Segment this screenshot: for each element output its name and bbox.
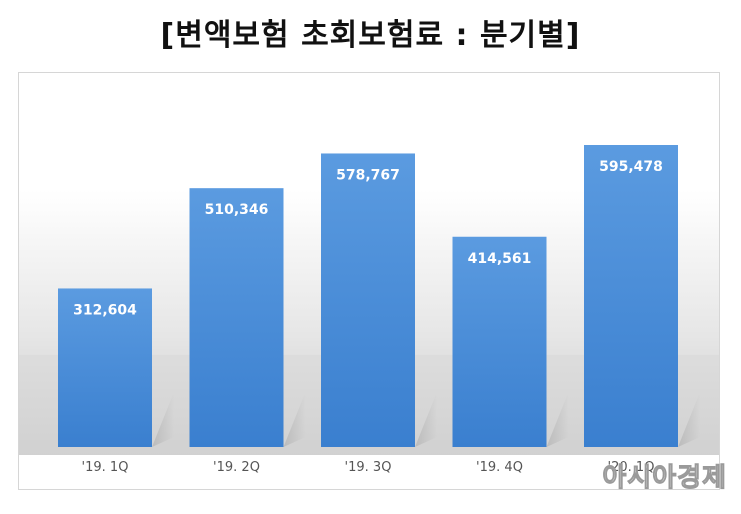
bar-shadow [678,392,700,447]
data-label: 312,604 [73,302,137,318]
category-label: '19. 2Q [213,460,260,475]
watermark-logo: 아시아경제 [602,463,727,494]
category-label: '20. 1Q [608,460,655,475]
chart-title: [변액보험 초회보험료 : 분기별] [160,18,581,53]
bar-shadow [283,392,306,447]
bar [189,188,284,447]
bar [584,145,678,447]
data-label: 578,767 [336,167,400,183]
data-label: 414,561 [468,251,532,267]
bar-shadow [546,392,569,447]
category-label: '19. 4Q [476,460,523,475]
data-label: 510,346 [205,202,269,218]
bar-shadow [415,392,437,447]
bar [321,153,415,447]
bar [58,288,152,447]
data-label: 595,478 [599,159,663,175]
category-label: '19. 3Q [345,460,392,475]
bar-shadow [152,392,174,447]
bar [452,236,547,447]
category-label: '19. 1Q [82,460,129,475]
